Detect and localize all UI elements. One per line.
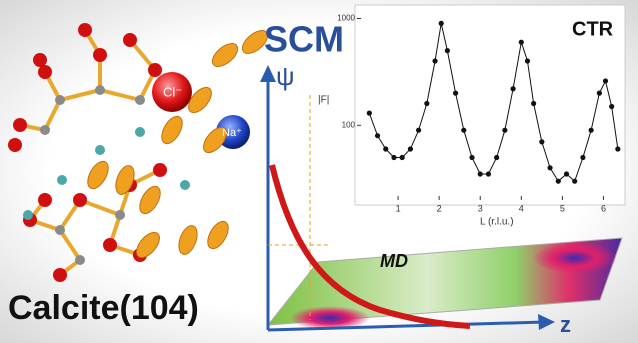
ca-atom: [55, 95, 65, 105]
o-atom: [103, 238, 117, 252]
calcite-label: Calcite(104): [8, 289, 199, 327]
data-point: [564, 171, 569, 176]
x-tick-label: 1: [396, 203, 401, 213]
ca-atom: [115, 210, 125, 220]
data-point: [391, 155, 396, 160]
data-point: [539, 139, 544, 144]
ca-atom: [135, 95, 145, 105]
o-atom: [153, 163, 167, 177]
graphic: 1234561001000 SCM ψ MD Calcite(104) Cl⁻ …: [0, 0, 638, 343]
data-point: [453, 91, 458, 96]
data-point: [556, 179, 561, 184]
o-atom: [148, 63, 162, 77]
na-label: Na⁺: [222, 127, 242, 139]
data-point: [486, 171, 491, 176]
o-atom: [93, 48, 107, 62]
data-point: [367, 111, 372, 116]
y-axis-label: |F|: [318, 95, 329, 106]
data-point: [572, 179, 577, 184]
data-point: [461, 128, 466, 133]
x-tick-label: 5: [560, 203, 565, 213]
md-blob: [533, 242, 617, 274]
data-point: [603, 78, 608, 83]
o-atom: [8, 138, 22, 152]
data-point: [469, 155, 474, 160]
data-point: [519, 40, 524, 45]
data-point: [502, 128, 507, 133]
ctr-title: CTR: [572, 18, 614, 40]
water: [23, 210, 33, 220]
o-atom: [38, 193, 52, 207]
cl-label: Cl⁻: [163, 84, 182, 99]
water: [180, 180, 190, 190]
ca-atom: [55, 225, 65, 235]
x-axis-label: L (r.l.u.): [480, 217, 514, 228]
data-point: [400, 155, 405, 160]
data-point: [375, 133, 380, 138]
data-point: [615, 146, 620, 151]
o-atom: [38, 65, 52, 79]
x-tick-label: 4: [519, 203, 524, 213]
ca-atom: [95, 85, 105, 95]
data-point: [445, 48, 450, 53]
data-point: [478, 171, 483, 176]
x-tick-label: 6: [601, 203, 606, 213]
psi-label: ψ: [276, 61, 295, 91]
data-point: [580, 155, 585, 160]
o-atom: [123, 33, 137, 47]
data-point: [525, 58, 530, 63]
water: [57, 175, 67, 185]
data-point: [383, 146, 388, 151]
x-tick-label: 3: [478, 203, 483, 213]
md-label: MD: [380, 251, 408, 271]
o-atom: [53, 268, 67, 282]
data-point: [432, 58, 437, 63]
data-point: [494, 155, 499, 160]
o-atom: [73, 193, 87, 207]
data-point: [416, 128, 421, 133]
data-point: [547, 165, 552, 170]
x-tick-label: 2: [437, 203, 442, 213]
water: [95, 145, 105, 155]
ca-atom: [75, 255, 85, 265]
data-point: [609, 104, 614, 109]
data-point: [597, 91, 602, 96]
data-point: [439, 21, 444, 26]
water: [135, 127, 145, 137]
scm-label: SCM: [264, 19, 344, 60]
y-tick-label: 100: [342, 120, 356, 129]
data-point: [531, 101, 536, 106]
data-point: [424, 101, 429, 106]
ca-atom: [40, 125, 50, 135]
o-atom: [78, 23, 92, 37]
data-point: [510, 86, 515, 91]
o-atom: [13, 118, 27, 132]
data-point: [589, 128, 594, 133]
data-point: [408, 146, 413, 151]
o-atom: [33, 53, 47, 67]
z-label: z: [560, 312, 571, 337]
